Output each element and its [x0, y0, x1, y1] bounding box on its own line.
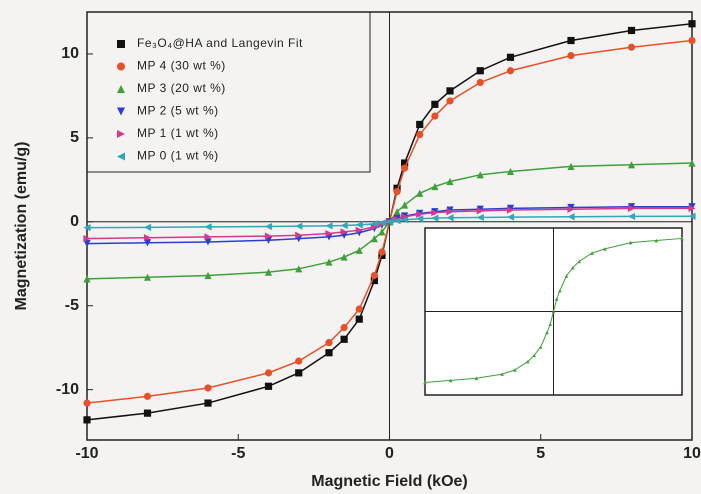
marker [446, 87, 453, 94]
chart: -10 -5 0 5 10 -10 -5 0 5 10 Magnetic Field (kOe) Ma… [0, 0, 701, 494]
marker [567, 213, 574, 220]
x-tick-label: -10 [75, 445, 98, 462]
marker [477, 214, 484, 221]
marker [341, 253, 348, 260]
marker [295, 369, 302, 376]
y-tick-label: 0 [70, 213, 79, 230]
marker [117, 85, 125, 93]
marker [325, 349, 332, 356]
marker [325, 339, 332, 346]
marker [117, 153, 125, 161]
marker [371, 272, 378, 279]
marker [356, 305, 363, 312]
y-tick-label: 10 [61, 45, 79, 62]
marker [416, 131, 423, 138]
marker [446, 214, 453, 221]
marker [431, 112, 438, 119]
marker [431, 101, 438, 108]
marker [204, 399, 211, 406]
marker [507, 67, 514, 74]
marker [477, 79, 484, 86]
marker [265, 223, 272, 230]
marker [117, 63, 125, 71]
marker [567, 37, 574, 44]
y-tick-label: -10 [56, 381, 79, 398]
marker [688, 37, 695, 44]
marker [401, 164, 408, 171]
legend-label: MP 2 (5 wt %) [137, 104, 219, 118]
marker [117, 108, 125, 116]
marker [341, 324, 348, 331]
marker [144, 224, 151, 231]
marker [378, 248, 385, 255]
marker [446, 97, 453, 104]
marker [567, 52, 574, 59]
marker [265, 383, 272, 390]
marker [628, 27, 635, 34]
marker [431, 183, 438, 190]
x-tick-label: -5 [231, 445, 245, 462]
x-axis-title: Magnetic Field (kOe) [311, 473, 467, 490]
marker [356, 316, 363, 323]
marker [477, 67, 484, 74]
marker [144, 410, 151, 417]
marker [507, 214, 514, 221]
marker [688, 20, 695, 27]
marker [295, 223, 302, 230]
marker [341, 222, 348, 229]
marker [416, 190, 423, 197]
marker [144, 393, 151, 400]
marker [83, 416, 90, 423]
y-axis-title: Magnetization (emu/g) [13, 142, 30, 311]
marker [204, 384, 211, 391]
legend-label: MP 4 (30 wt %) [137, 59, 226, 73]
marker [295, 358, 302, 365]
legend-label: MP 3 (20 wt %) [137, 81, 226, 95]
y-tick-label: 5 [70, 129, 79, 146]
marker [83, 399, 90, 406]
marker [117, 40, 125, 48]
x-tick-label: 10 [683, 445, 701, 462]
x-tick-label: 5 [536, 445, 545, 462]
marker [117, 130, 125, 138]
x-tick-label: 0 [385, 445, 394, 462]
marker [265, 369, 272, 376]
marker [204, 223, 211, 230]
marker [628, 44, 635, 51]
legend-label: Fe₃O₄@HA and Langevin Fit [137, 36, 303, 50]
marker [507, 54, 514, 61]
marker [341, 336, 348, 343]
marker [628, 213, 635, 220]
marker [393, 188, 400, 195]
y-tick-label: -5 [65, 297, 79, 314]
legend-label: MP 0 (1 wt %) [137, 149, 219, 163]
marker [325, 222, 332, 229]
legend-label: MP 1 (1 wt %) [137, 126, 219, 140]
marker [416, 121, 423, 128]
